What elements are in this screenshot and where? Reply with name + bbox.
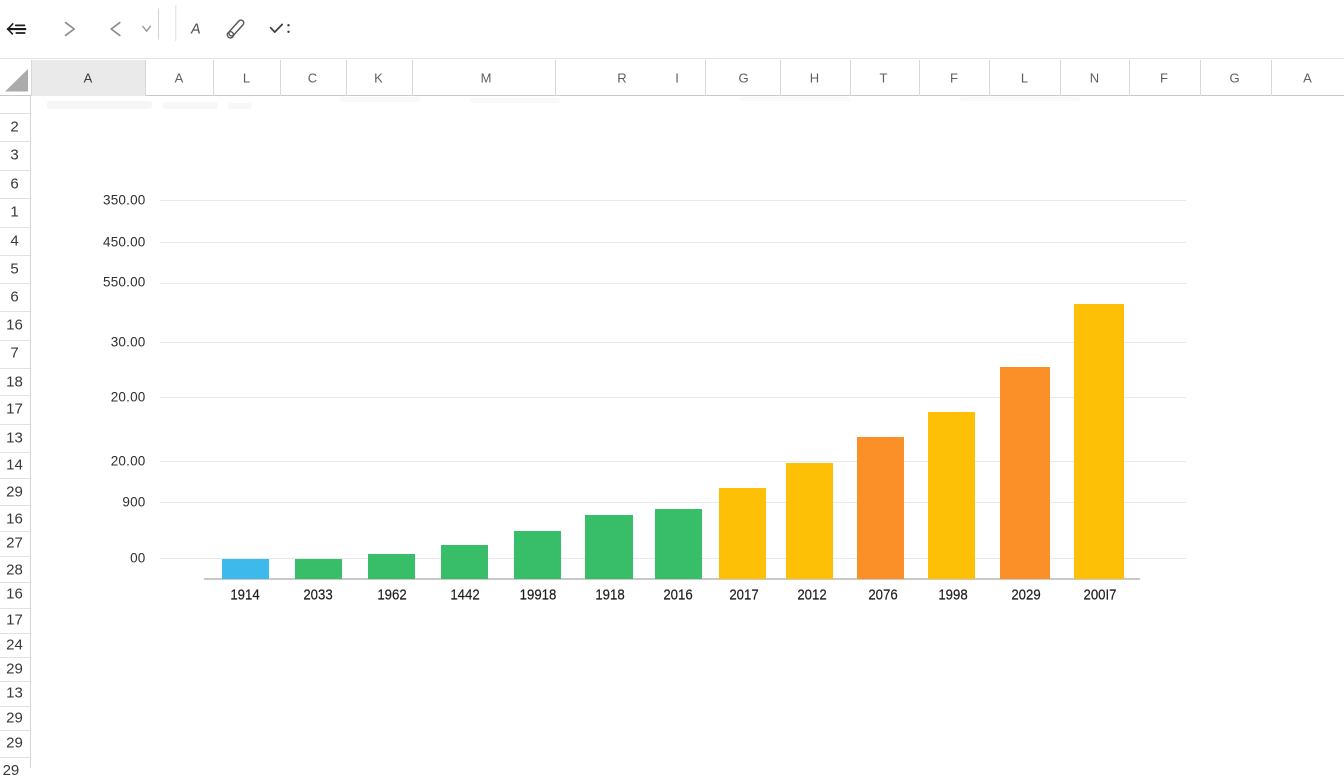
svg-text:A: A (190, 22, 202, 38)
